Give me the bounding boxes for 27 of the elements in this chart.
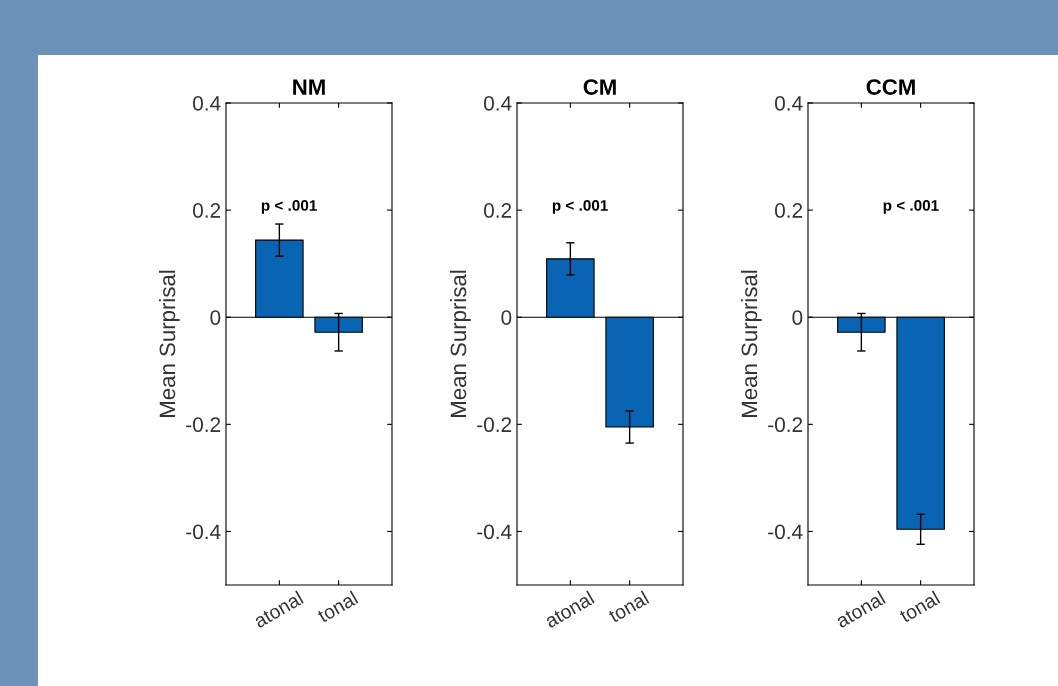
x-tick-label: tonal xyxy=(316,590,359,624)
y-tick-label: 0.2 xyxy=(192,203,221,218)
annotation: p < .001 xyxy=(261,200,317,214)
chart-title: NM xyxy=(293,79,325,95)
annotation: p < .001 xyxy=(883,200,939,214)
y-tick-label: -0.4 xyxy=(186,524,221,540)
y-tick-label: 0 xyxy=(792,310,803,325)
chart-title: CM xyxy=(583,79,616,95)
y-tick-label: 0.4 xyxy=(483,96,512,111)
y-tick-label: 0.4 xyxy=(192,96,221,111)
y-tick-label: -0.4 xyxy=(768,524,803,540)
y-axis-title: Mean Surprisal xyxy=(740,270,762,417)
y-tick-label: -0.2 xyxy=(186,417,221,433)
y-tick-label: -0.2 xyxy=(768,417,803,433)
x-tick-label: tonal xyxy=(898,590,941,624)
y-tick-label: -0.4 xyxy=(477,524,512,540)
y-tick-label: 0 xyxy=(501,310,512,325)
y-tick-label: 0.2 xyxy=(483,203,512,218)
y-axis-title: Mean Surprisal xyxy=(449,270,471,417)
y-tick-label: 0 xyxy=(210,310,221,325)
y-tick-label: 0.4 xyxy=(774,96,803,111)
x-tick-label: tonal xyxy=(607,590,650,624)
chart-title: CCM xyxy=(866,79,915,95)
y-axis-title: Mean Surprisal xyxy=(158,270,180,417)
annotation: p < .001 xyxy=(552,200,608,214)
y-tick-label: 0.2 xyxy=(774,203,803,218)
y-tick-label: -0.2 xyxy=(477,417,512,433)
